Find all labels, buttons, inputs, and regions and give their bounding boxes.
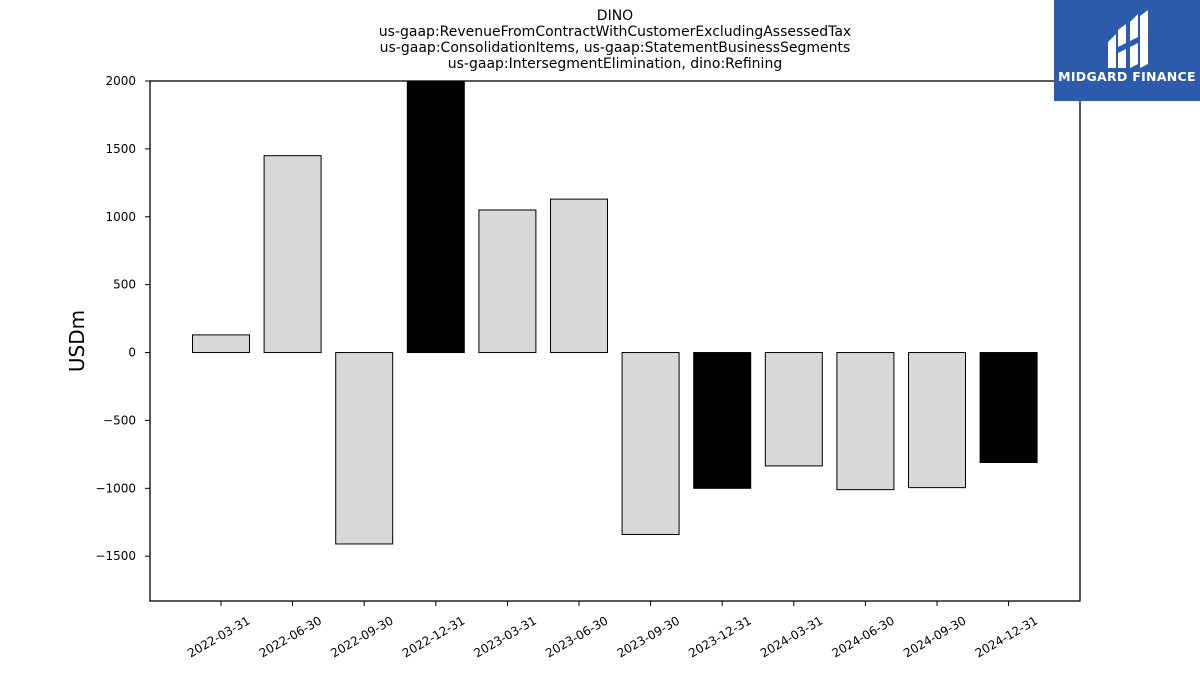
bar-2022-12-31 <box>406 80 465 354</box>
bar-2024-03-31 <box>764 352 823 467</box>
x-tick-label: 2024-06-30 <box>829 613 896 660</box>
x-tick-label: 2024-03-31 <box>758 613 825 660</box>
bar-2022-09-30 <box>335 352 394 545</box>
y-tick-label: 2000 <box>105 74 136 88</box>
midgard-finance-logo: MIDGARD FINANCE <box>1054 0 1200 101</box>
x-tick-label: 2023-09-30 <box>615 613 682 660</box>
y-tick-label: −500 <box>103 413 136 427</box>
y-tick-label: 500 <box>113 278 136 292</box>
logo-text: MIDGARD FINANCE <box>1058 69 1196 84</box>
bar-2024-09-30 <box>908 352 966 489</box>
chart-title-line: us-gaap:RevenueFromContractWithCustomerE… <box>379 24 851 40</box>
bar-2023-06-30 <box>550 198 608 354</box>
x-tick-label: 2022-06-30 <box>257 613 324 660</box>
y-tick-label: 1000 <box>105 210 136 224</box>
y-tick-label: 0 <box>128 346 136 360</box>
x-tick-label: 2023-06-30 <box>543 613 610 660</box>
y-tick-label: −1500 <box>95 549 136 563</box>
plot-frame <box>149 80 1081 602</box>
bars <box>192 80 1038 545</box>
y-axis-ticks: 2000 1500 1000 500 0 −500 −1000 −1500 <box>95 74 150 563</box>
bar-2023-09-30 <box>621 352 680 535</box>
x-tick-label: 2024-09-30 <box>901 613 968 660</box>
x-tick-label: 2024-12-31 <box>973 613 1040 660</box>
y-tick-label: 1500 <box>105 142 136 156</box>
x-tick-label: 2022-09-30 <box>328 613 395 660</box>
bar-2023-03-31 <box>478 209 537 354</box>
x-tick-label: 2022-03-31 <box>185 613 252 660</box>
y-axis-label: USDm <box>65 310 89 372</box>
chart-title-line: us-gaap:IntersegmentElimination, dino:Re… <box>448 56 782 72</box>
x-tick-label: 2023-12-31 <box>686 613 753 660</box>
midgard-logo-icon <box>1108 10 1148 68</box>
x-tick-label: 2022-12-31 <box>400 613 467 660</box>
bar-2022-03-31 <box>192 334 250 354</box>
bar-2024-06-30 <box>836 352 895 491</box>
chart-title-line: DINO <box>597 8 633 24</box>
x-tick-label: 2023-03-31 <box>471 613 538 660</box>
bar-2022-06-30 <box>263 155 322 354</box>
chart-title-line: us-gaap:ConsolidationItems, us-gaap:Stat… <box>380 40 851 56</box>
y-tick-label: −1000 <box>95 481 136 495</box>
x-axis-ticks: 2022-03-31 2022-06-30 2022-09-30 2022-12-31… <box>185 601 1040 660</box>
chart-title: DINOus-gaap:RevenueFromContractWithCusto… <box>379 8 851 72</box>
bar-2023-12-31 <box>693 352 752 489</box>
bar-2024-12-31 <box>979 352 1038 464</box>
